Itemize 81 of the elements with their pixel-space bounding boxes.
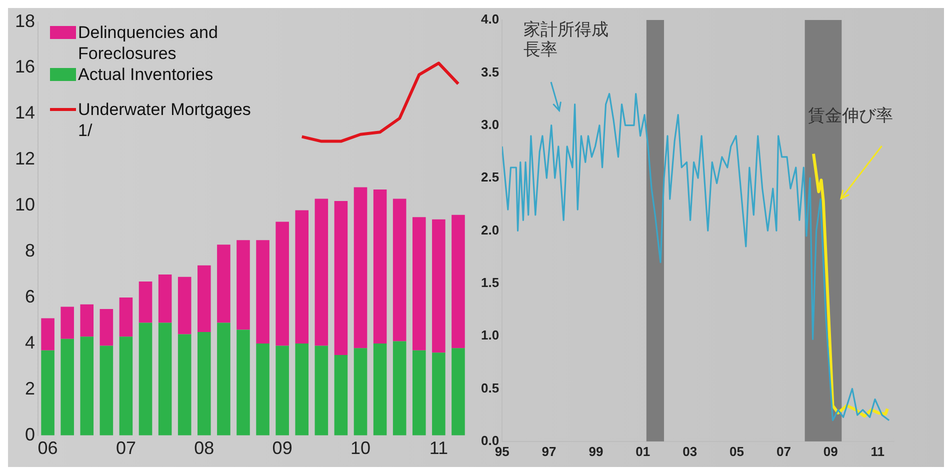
x-tick-label: 97: [542, 444, 556, 459]
y-tick-label: 0: [25, 424, 36, 444]
bar: [276, 346, 289, 436]
y-tick-label: 4: [25, 332, 36, 352]
y-tick-label: 12: [14, 148, 36, 169]
bar: [452, 348, 465, 436]
series-label: 家計所得成長率: [524, 20, 609, 60]
bar: [138, 281, 152, 323]
bar: [198, 332, 211, 436]
bar: [80, 304, 94, 337]
bar: [412, 217, 426, 350]
x-tick-label: 99: [588, 444, 604, 459]
x-tick-label: 07: [116, 438, 136, 458]
y-tick-label: 2: [25, 378, 36, 398]
bar: [41, 350, 54, 436]
bar: [256, 343, 270, 436]
bar: [276, 222, 289, 346]
y-tick-label: 16: [14, 56, 36, 77]
bar: [432, 219, 446, 353]
bar: [373, 190, 387, 344]
legend-label: Underwater Mortgages 1/: [78, 98, 252, 141]
bar: [392, 198, 406, 342]
bar: [256, 240, 270, 344]
x-tick-label: 05: [730, 444, 744, 459]
bar: [80, 336, 94, 436]
x-tick-label: 06: [38, 438, 58, 458]
bar: [236, 240, 250, 330]
y-tick-label: 3.5: [480, 64, 500, 80]
legend-label: Delinquencies and Foreclosures: [78, 22, 219, 64]
legend-label: Actual Inventories: [78, 64, 214, 85]
bar: [334, 354, 348, 436]
bar: [198, 265, 211, 332]
series-label: 賃金伸び率: [808, 106, 893, 126]
x-tick-label: 09: [272, 438, 292, 458]
bar: [432, 352, 446, 436]
bar: [158, 274, 172, 323]
bar: [178, 334, 192, 436]
y-tick-label: 2.0: [480, 222, 500, 238]
y-tick-label: 3.0: [480, 116, 500, 132]
y-tick-label: 1.5: [480, 274, 500, 290]
bar: [314, 346, 328, 436]
bar: [354, 187, 368, 348]
y-tick-label: 10: [14, 194, 36, 215]
bar: [100, 309, 114, 346]
y-tick-label: 2.5: [480, 170, 500, 185]
bar: [295, 210, 309, 344]
bar: [412, 350, 426, 436]
x-tick-label: 10: [350, 438, 371, 458]
bar: [119, 336, 133, 436]
x-tick-label: 01: [636, 444, 650, 459]
x-tick-label: 07: [776, 444, 791, 459]
y-tick-label: 14: [14, 102, 36, 123]
bar: [236, 330, 250, 436]
x-tick-label: 03: [682, 444, 698, 459]
y-tick-label: 1.0: [480, 328, 500, 343]
x-tick-label: 11: [870, 444, 884, 459]
bar: [334, 201, 348, 355]
bar: [60, 338, 74, 436]
y-tick-label: 6: [25, 286, 36, 306]
x-tick-label: 08: [194, 438, 214, 458]
bar: [178, 276, 192, 334]
y-tick-label: 0.5: [480, 380, 500, 396]
bar: [158, 322, 172, 436]
x-tick-label: 11: [429, 438, 448, 458]
y-tick-label: 18: [14, 10, 36, 31]
bar: [452, 214, 465, 348]
bar: [373, 343, 387, 436]
x-tick-label: 09: [823, 444, 838, 459]
y-tick-label: 4.0: [480, 12, 500, 27]
bar: [100, 346, 114, 436]
bar: [217, 244, 230, 323]
y-tick-label: 8: [25, 240, 36, 261]
bar: [354, 348, 368, 436]
bar: [295, 343, 309, 436]
bar: [60, 306, 74, 339]
bar: [119, 298, 133, 337]
bar: [314, 198, 328, 346]
bar: [217, 322, 230, 436]
bar: [392, 341, 406, 436]
bar: [41, 318, 54, 350]
bar: [138, 322, 152, 436]
